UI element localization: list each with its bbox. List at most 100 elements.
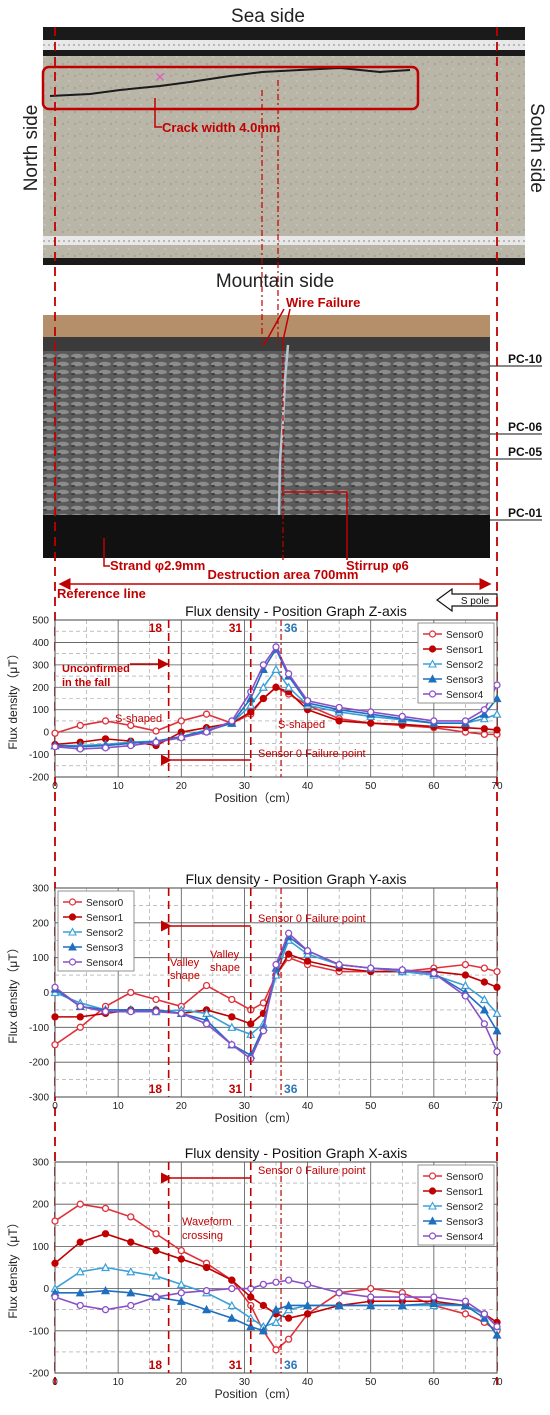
data-point xyxy=(284,1276,293,1284)
y-tick-label: -100 xyxy=(29,750,49,761)
legend-entry: Sensor0 xyxy=(86,898,124,909)
marker-label-31: 31 xyxy=(229,1358,243,1372)
x-tick-label: 10 xyxy=(113,1101,125,1112)
data-point xyxy=(430,1293,438,1301)
y-tick-label: -200 xyxy=(29,1058,49,1069)
annotations: Sensor 0 Failure point Waveform crossing xyxy=(160,1165,366,1242)
sea-side-label: Sea side xyxy=(231,6,305,27)
data-point xyxy=(152,1293,160,1301)
marker-label-31: 31 xyxy=(229,621,243,635)
top-photo: ✕ xyxy=(41,27,525,265)
legend-entry: Sensor3 xyxy=(86,943,124,954)
series-sensor3 xyxy=(50,1285,502,1339)
data-point xyxy=(101,744,110,752)
x-tick-label: 70 xyxy=(491,1377,503,1388)
data-point xyxy=(461,971,470,979)
data-point xyxy=(152,727,160,735)
legend-entry: Sensor0 xyxy=(446,1172,484,1183)
y-tick-label: -300 xyxy=(29,1093,49,1104)
destruction-area-label: Destruction area 700mm xyxy=(207,567,358,582)
y-tick-label: 300 xyxy=(32,884,49,895)
gridlines xyxy=(54,1161,498,1374)
data-point xyxy=(228,1276,236,1284)
annotation-unconfirmed: Unconfirmed in the fall xyxy=(62,663,130,689)
y-tick-label: 300 xyxy=(32,1158,49,1169)
x-tick-label: 30 xyxy=(239,1377,251,1388)
data-point xyxy=(335,1289,343,1297)
y-tick-label: -100 xyxy=(29,1326,49,1337)
data-point xyxy=(76,1002,84,1011)
annotation-failure-point: Sensor 0 Failure point xyxy=(258,1165,366,1177)
data-point xyxy=(493,726,501,734)
data-point xyxy=(127,1238,135,1246)
annotation-failure-point: Sensor 0 Failure point xyxy=(258,913,366,925)
data-point xyxy=(177,734,185,742)
y-tick-label: 500 xyxy=(32,616,49,627)
data-point xyxy=(284,1335,293,1343)
series-sensor4 xyxy=(51,1276,501,1331)
annotation-valley-2: Valley shape xyxy=(210,949,240,974)
data-point xyxy=(480,964,489,972)
x-axis-label: Position（cm） xyxy=(215,1111,298,1125)
y-tick-label: -100 xyxy=(29,1023,49,1034)
data-point xyxy=(202,1304,212,1314)
s-pole-label: S pole xyxy=(461,596,490,607)
data-point xyxy=(76,745,84,753)
legend-marker xyxy=(68,913,77,921)
series-line xyxy=(54,1232,498,1324)
data-point xyxy=(202,728,211,736)
data-point xyxy=(101,717,110,725)
reference-line-label: Reference line xyxy=(57,586,146,601)
chart-0: 0 10 20 30 40 50 60 70 -200 -100 0 100 200 300 400 500 P… xyxy=(6,603,503,805)
data-point xyxy=(51,1041,59,1049)
legend: Sensor0 Sensor1 Sensor2 Sensor3 Sensor4 xyxy=(417,622,495,704)
data-point xyxy=(228,1284,236,1293)
legend-entry: Sensor1 xyxy=(446,645,484,656)
data-point xyxy=(259,1280,268,1289)
legend-entry: Sensor4 xyxy=(446,1232,484,1243)
data-point xyxy=(460,1300,470,1310)
legend-entry: Sensor1 xyxy=(446,1187,484,1198)
data-point xyxy=(493,681,501,689)
data-point xyxy=(271,1317,281,1326)
crack-line xyxy=(49,66,411,97)
data-point xyxy=(259,1301,268,1310)
y-axis-label: Flux density（μT） xyxy=(6,1216,20,1318)
data-point xyxy=(493,967,501,976)
marker-label-36: 36 xyxy=(284,1082,298,1096)
wire-failure-label: Wire Failure xyxy=(286,295,360,310)
x-axis-label: Position（cm） xyxy=(215,791,298,805)
data-point xyxy=(303,1280,312,1289)
y-tick-label: 0 xyxy=(43,988,49,999)
data-point xyxy=(101,1008,110,1016)
y-tick-label: 0 xyxy=(43,1284,49,1295)
x-tick-label: 40 xyxy=(302,1377,314,1388)
data-point xyxy=(480,706,489,714)
data-point xyxy=(284,929,293,937)
data-point xyxy=(51,743,59,751)
series-sensor4 xyxy=(51,643,501,753)
y-tick-label: 400 xyxy=(32,638,49,649)
south-side-label: South side xyxy=(526,103,547,193)
data-point xyxy=(177,1246,185,1255)
data-point xyxy=(152,1246,160,1255)
x-tick-label: 20 xyxy=(176,1377,188,1388)
x-axis-label: Position（cm） xyxy=(215,1387,298,1401)
marker-label-18: 18 xyxy=(149,621,163,635)
data-point xyxy=(101,1306,110,1314)
position-markers: 18 31 36 xyxy=(149,888,298,1097)
pc-10-label: PC-10 xyxy=(508,352,542,366)
marker-label-18: 18 xyxy=(149,1082,163,1096)
x-tick-label: 60 xyxy=(428,1377,440,1388)
data-point xyxy=(227,1022,237,1031)
x-tick-label: 40 xyxy=(302,781,314,792)
y-tick-label: -200 xyxy=(29,773,49,784)
y-tick-label: 200 xyxy=(32,683,49,694)
data-point xyxy=(366,1300,376,1310)
series-line xyxy=(54,1266,498,1328)
legend: Sensor0 Sensor1 Sensor2 Sensor3 Sensor4 xyxy=(57,890,135,972)
y-axis-label: Flux density（μT） xyxy=(6,647,20,749)
data-point xyxy=(202,981,211,990)
x-tick-label: 50 xyxy=(365,781,377,792)
marker-label-18: 18 xyxy=(149,1358,163,1372)
